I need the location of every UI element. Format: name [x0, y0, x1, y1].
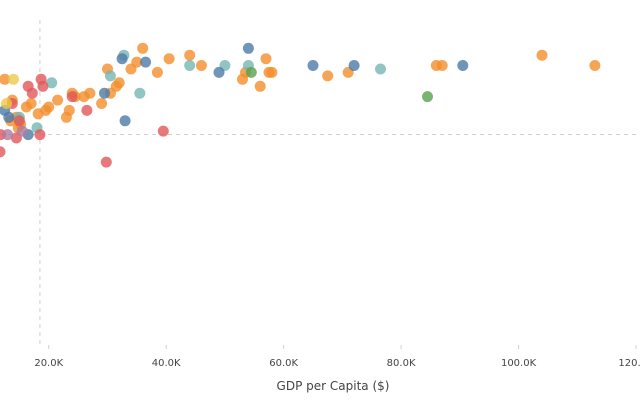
data-point-blue[interactable] [140, 56, 152, 68]
data-point-blue[interactable] [213, 66, 225, 78]
data-point-teal[interactable] [184, 60, 196, 71]
data-point-orange[interactable] [96, 98, 108, 109]
data-point-orange[interactable] [52, 94, 64, 106]
data-point-blue[interactable] [307, 60, 319, 71]
x-tick-label: 120.0K [618, 358, 640, 369]
data-point-yellow[interactable] [8, 73, 19, 85]
data-point-orange[interactable] [263, 66, 275, 78]
data-point-blue[interactable] [99, 87, 110, 99]
data-point-blue[interactable] [119, 115, 131, 127]
data-point-green[interactable] [422, 91, 433, 103]
data-point-red[interactable] [26, 87, 38, 99]
data-point-orange[interactable] [536, 49, 548, 61]
data-point-yellow[interactable] [1, 98, 12, 109]
data-point-orange[interactable] [131, 56, 143, 68]
data-point-teal[interactable] [46, 77, 58, 89]
x-tick-label: 60.0K [269, 358, 298, 369]
x-tick-label: 100.0K [501, 358, 537, 369]
data-point-red[interactable] [157, 125, 169, 137]
data-point-orange[interactable] [43, 101, 55, 113]
data-point-red[interactable] [81, 104, 93, 116]
data-point-teal[interactable] [375, 63, 386, 75]
data-point-red[interactable] [100, 156, 112, 168]
data-point-green[interactable] [245, 66, 257, 78]
data-point-red[interactable] [37, 80, 49, 92]
data-point-blue[interactable] [116, 53, 128, 65]
data-point-orange[interactable] [163, 53, 175, 65]
data-point-orange[interactable] [260, 53, 272, 65]
data-point-orange[interactable] [20, 101, 32, 113]
reference-lines [0, 20, 640, 345]
data-point-orange[interactable] [32, 108, 44, 120]
data-point-orange[interactable] [322, 70, 334, 82]
x-axis-ticks: 20.0K 40.0K 60.0K 80.0K 100.0K 120.0K [34, 345, 640, 369]
x-tick-label: 20.0K [34, 358, 63, 369]
data-point-red[interactable] [13, 115, 25, 127]
data-point-orange[interactable] [60, 111, 72, 123]
data-point-orange[interactable] [84, 87, 96, 99]
x-tick-label: 80.0K [387, 358, 416, 369]
data-point-purple[interactable] [2, 129, 14, 141]
data-point-blue[interactable] [242, 42, 254, 54]
data-point-purple[interactable] [16, 125, 28, 137]
x-axis-title: GDP per Capita ($) [277, 379, 390, 393]
data-point-orange[interactable] [589, 60, 601, 71]
data-point-orange[interactable] [151, 66, 163, 78]
data-point-teal[interactable] [134, 87, 146, 99]
data-point-red[interactable] [34, 129, 46, 141]
data-point-orange[interactable] [254, 80, 266, 92]
data-point-orange[interactable] [137, 42, 149, 54]
data-point-orange[interactable] [113, 77, 125, 89]
data-point-orange[interactable] [0, 73, 11, 85]
x-tick-label: 40.0K [152, 358, 181, 369]
data-point-teal[interactable] [104, 70, 116, 82]
data-point-blue[interactable] [3, 111, 15, 123]
data-point-red[interactable] [66, 91, 78, 103]
data-point-orange[interactable] [184, 49, 196, 61]
data-point-blue[interactable] [457, 60, 469, 71]
data-point-orange[interactable] [436, 60, 448, 71]
data-point-red[interactable] [0, 146, 6, 158]
data-point-blue[interactable] [348, 60, 360, 71]
data-points [0, 42, 601, 168]
data-point-orange[interactable] [195, 60, 207, 71]
